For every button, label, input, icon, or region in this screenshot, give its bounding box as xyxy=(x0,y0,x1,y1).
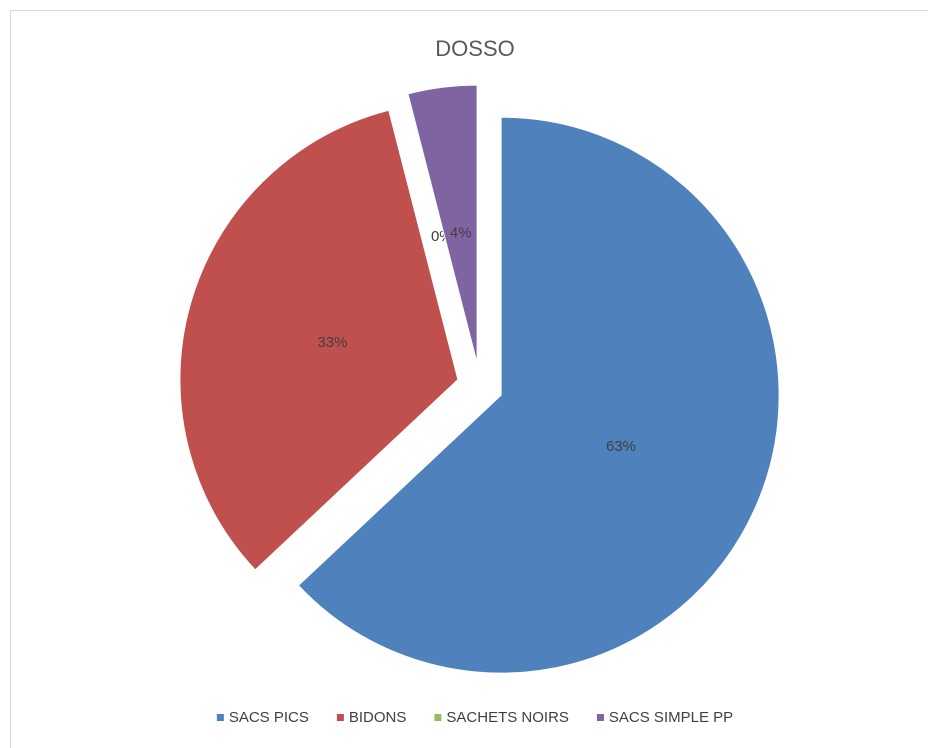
pie-slice xyxy=(407,84,478,364)
chart-title: DOSSO xyxy=(435,36,514,61)
pie-slice xyxy=(297,116,780,674)
legend-label: SACS SIMPLE PP xyxy=(609,709,733,726)
legend-swatch xyxy=(434,714,442,721)
pie-slice xyxy=(405,94,475,364)
legend-label: SACS PICS xyxy=(229,709,309,726)
data-label: 4% xyxy=(450,225,472,242)
pie-slice xyxy=(179,109,459,571)
legend-swatch xyxy=(216,714,224,721)
legend-label: BIDONS xyxy=(349,709,407,726)
legend-swatch xyxy=(336,714,344,721)
legend-label: SACHETS NOIRS xyxy=(446,709,569,726)
legend-swatch xyxy=(596,714,604,721)
data-label: 33% xyxy=(317,334,347,351)
data-label: 63% xyxy=(606,438,636,455)
